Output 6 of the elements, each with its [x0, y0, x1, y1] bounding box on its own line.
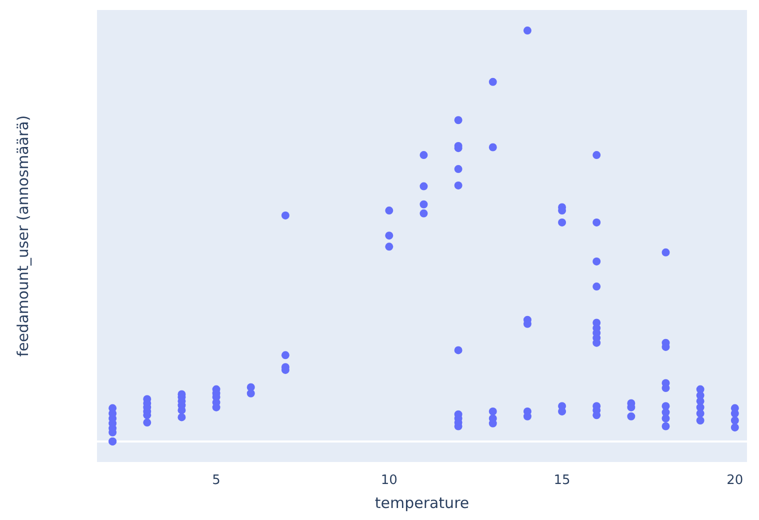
x-tick-label: 10 [380, 473, 398, 488]
x-axis-title: temperature [374, 494, 470, 512]
x-tick-label: 5 [212, 473, 220, 488]
x-tick-label: 15 [554, 473, 570, 488]
x-tick-label: 20 [726, 473, 744, 488]
y-axis-title: feedamount_user (annosmäärä) [14, 115, 32, 357]
